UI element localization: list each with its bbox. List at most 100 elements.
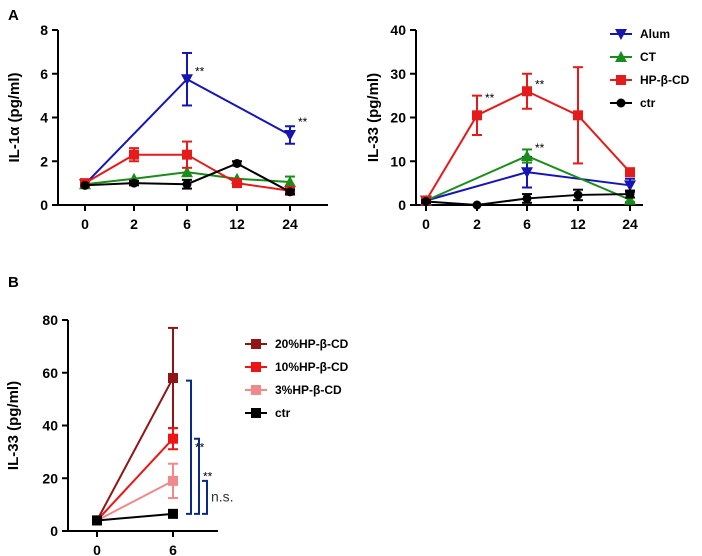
il33-legend-label: ctr bbox=[640, 96, 656, 110]
dose-point-ctr bbox=[92, 515, 102, 526]
dose-legend-label: 10%HP-β-CD bbox=[275, 360, 349, 374]
il1a-point-ctr bbox=[129, 178, 139, 188]
dose-line-3-hp-cd bbox=[96, 480, 174, 522]
dose-line-10-hp-cd bbox=[96, 438, 174, 522]
il1a-xtick-label: 0 bbox=[81, 216, 89, 232]
dose-legend-marker bbox=[251, 339, 261, 349]
dose-point-3-hp-cd bbox=[168, 475, 178, 486]
dose-point-ctr bbox=[168, 508, 178, 519]
dose-series-10-hp-cd bbox=[92, 427, 178, 526]
il33-significance-label: ** bbox=[535, 78, 545, 92]
il1a-significance-label: ** bbox=[195, 65, 205, 79]
panel-label-b: B bbox=[8, 274, 19, 291]
il1a-point-ctr bbox=[182, 179, 192, 189]
il33-legend-marker bbox=[616, 75, 626, 85]
il33-point-ctr bbox=[573, 190, 583, 200]
il33-point-ctr bbox=[421, 197, 431, 206]
dose-bracket-label: ** bbox=[203, 469, 213, 483]
dose-legend-marker bbox=[251, 408, 261, 418]
il1a-ytick-label: 4 bbox=[40, 110, 48, 126]
il33-point-ctr bbox=[625, 189, 635, 199]
il33-ytick-label: 20 bbox=[390, 110, 406, 126]
il33-xtick-label: 24 bbox=[622, 216, 638, 232]
il1a-point-alum bbox=[181, 74, 193, 86]
il33-point-hp-cd bbox=[522, 86, 532, 97]
dose-line-ctr bbox=[96, 512, 174, 522]
il33-point-ctr bbox=[472, 200, 482, 210]
il33-legend-marker bbox=[615, 29, 627, 40]
dose-legend-item: ctr bbox=[245, 406, 291, 420]
panel-label-a: A bbox=[8, 7, 19, 24]
il1a-ytick-label: 8 bbox=[40, 22, 48, 38]
il33-point-hp-cd bbox=[573, 110, 583, 121]
il1a-ytick-label: 2 bbox=[40, 153, 48, 169]
dose-legend-label: 3%HP-β-CD bbox=[275, 383, 342, 397]
dose-legend-label: ctr bbox=[275, 406, 291, 420]
dose-bracket bbox=[202, 479, 208, 515]
il1a-ylabel: IL-1α (pg/ml) bbox=[6, 72, 23, 162]
il33-point-alum bbox=[624, 180, 636, 192]
il33-point-alum bbox=[521, 167, 533, 179]
dose-series-ctr bbox=[92, 508, 178, 526]
dose-ytick-label: 40 bbox=[42, 418, 58, 434]
il1a-point-ct bbox=[284, 176, 296, 188]
dose-ytick-label: 60 bbox=[42, 365, 58, 381]
il33-legend-label: Alum bbox=[640, 27, 670, 41]
il33-ytick-label: 30 bbox=[390, 66, 406, 82]
il33-point-hp-cd bbox=[625, 167, 635, 178]
il1a-xtick-label: 24 bbox=[282, 216, 298, 232]
il33-significance-label: ** bbox=[485, 91, 495, 105]
il33-ylabel: IL-33 (pg/ml) bbox=[365, 73, 382, 162]
dose-point-10-hp-cd bbox=[168, 433, 178, 444]
il33-ytick-label: 40 bbox=[390, 22, 406, 38]
il1a-point-ctr bbox=[80, 180, 90, 190]
il1a-xtick-label: 12 bbox=[229, 216, 245, 232]
il1a-point-hp-cd bbox=[129, 149, 139, 160]
il33-xtick-label: 0 bbox=[422, 216, 430, 232]
il1a-ytick-label: 6 bbox=[40, 66, 48, 82]
dose-xtick-label: 6 bbox=[169, 542, 177, 556]
dose-legend-marker bbox=[251, 362, 261, 372]
il1a-significance-label: ** bbox=[298, 115, 308, 129]
dose-legend-item: 3%HP-β-CD bbox=[245, 383, 342, 397]
dose-bracket-label: n.s. bbox=[211, 488, 234, 504]
il33-xtick-label: 6 bbox=[523, 216, 531, 232]
dose-bracket bbox=[186, 379, 192, 515]
chart-il33-dose: 0 20 40 60 80 0 6 IL-33 (pg/ml) 20%HP-β-CD 10%HP-… bbox=[5, 312, 349, 556]
il33-point-ctr bbox=[522, 193, 532, 203]
dose-ytick-label: 0 bbox=[50, 523, 58, 539]
il33-point-ct bbox=[521, 150, 533, 161]
dose-legend-item: 10%HP-β-CD bbox=[245, 360, 349, 374]
il1a-point-hp-cd bbox=[182, 149, 192, 160]
il33-series-ctr bbox=[421, 188, 635, 210]
dose-legend-item: 20%HP-β-CD bbox=[245, 337, 349, 351]
il33-legend-label: HP-β-CD bbox=[640, 73, 690, 87]
il33-legend-label: CT bbox=[640, 50, 657, 64]
il1a-point-alum bbox=[284, 130, 296, 141]
chart-il33-timecourse: 0 10 20 30 40 0 2 6 12 24 IL-33 (pg/ml) ** ** ** Alum C… bbox=[365, 22, 690, 232]
il33-legend-marker bbox=[615, 51, 627, 62]
il1a-xtick-label: 2 bbox=[130, 216, 138, 232]
dose-ylabel: IL-33 (pg/ml) bbox=[5, 381, 22, 470]
il1a-point-ctr bbox=[232, 158, 242, 168]
il33-ytick-label: 10 bbox=[390, 153, 406, 169]
il1a-ytick-label: 0 bbox=[40, 197, 48, 213]
il1a-point-ct bbox=[181, 166, 193, 178]
il33-significance-label: ** bbox=[535, 141, 545, 155]
il33-ytick-label: 0 bbox=[398, 197, 406, 213]
dose-point-20-hp-cd bbox=[168, 373, 178, 384]
dose-line-20-hp-cd bbox=[96, 377, 174, 521]
dose-ytick-label: 20 bbox=[42, 470, 58, 486]
il33-xtick-label: 2 bbox=[473, 216, 481, 232]
il1a-xtick-label: 6 bbox=[183, 216, 191, 232]
il33-point-ct bbox=[624, 193, 636, 205]
dose-ytick-label: 80 bbox=[42, 312, 58, 328]
il33-legend-marker bbox=[616, 98, 626, 108]
il33-legend-item: ctr bbox=[610, 96, 656, 110]
il33-legend-item: Alum bbox=[610, 27, 670, 41]
il33-xtick-label: 12 bbox=[570, 216, 586, 232]
dose-legend-marker bbox=[251, 385, 261, 395]
dose-legend-label: 20%HP-β-CD bbox=[275, 337, 349, 351]
